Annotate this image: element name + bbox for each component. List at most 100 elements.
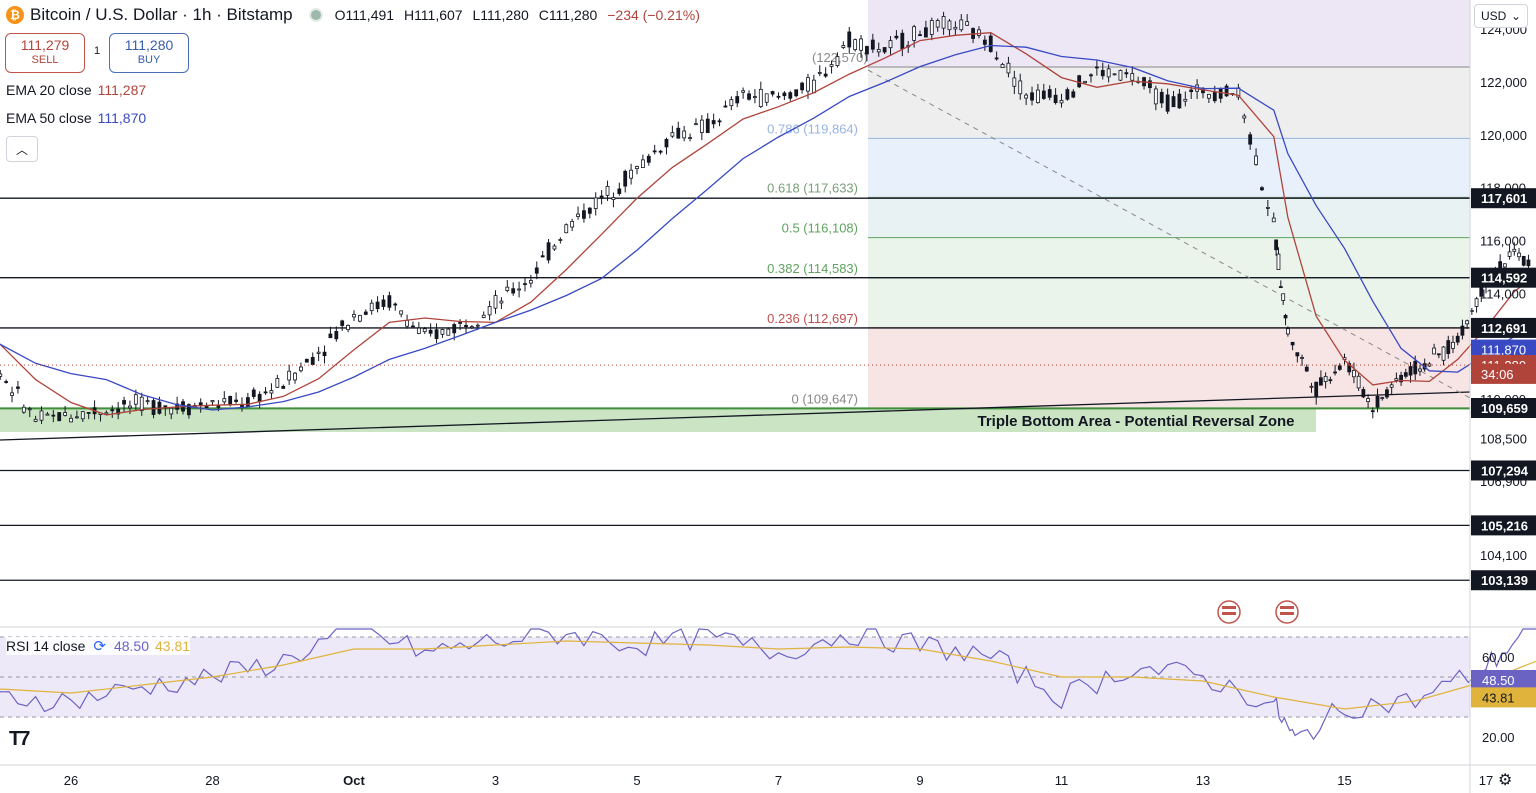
candle-body bbox=[1328, 379, 1333, 382]
time-axis-tick: 5 bbox=[633, 773, 640, 788]
candle-body bbox=[251, 389, 256, 397]
candle-body bbox=[1212, 91, 1217, 102]
candle-body bbox=[741, 90, 746, 93]
level-price-label: 107,294 bbox=[1481, 463, 1529, 478]
candle-body bbox=[1474, 298, 1479, 307]
symbol-title[interactable]: Bitcoin / U.S. Dollar · 1h · Bitstamp bbox=[30, 5, 293, 24]
ema20-line bbox=[0, 32, 1536, 416]
candle-body bbox=[605, 185, 610, 196]
candle-body bbox=[859, 38, 863, 51]
ema50-legend[interactable]: EMA 50 close 111,870 bbox=[6, 110, 146, 126]
candle-body bbox=[210, 400, 215, 403]
candle-body bbox=[310, 356, 315, 365]
candle-body bbox=[487, 306, 492, 316]
candle-body bbox=[151, 400, 156, 415]
ema20-label: EMA 20 close bbox=[6, 82, 92, 98]
rising-trendline bbox=[0, 391, 1471, 441]
sell-button[interactable]: 111,279 SELL bbox=[5, 33, 85, 73]
candle-body bbox=[699, 119, 704, 133]
open-value: O111,491 bbox=[334, 7, 395, 23]
candle-body bbox=[947, 20, 952, 31]
candle-body bbox=[1427, 363, 1432, 367]
candle-body bbox=[322, 351, 327, 357]
candle-body bbox=[458, 321, 463, 324]
rsi-value-tag bbox=[1471, 670, 1536, 690]
ema20-legend[interactable]: EMA 20 close 111,287 bbox=[6, 82, 146, 98]
chevron-down-icon: ⌄ bbox=[1510, 9, 1521, 23]
candle-body bbox=[546, 242, 551, 261]
collapse-legend-button[interactable]: ︿ bbox=[6, 136, 38, 162]
level-price-tag bbox=[1471, 398, 1536, 419]
candle-body bbox=[1403, 372, 1408, 377]
refresh-icon[interactable]: ⟳ bbox=[93, 638, 106, 655]
candle-body bbox=[1000, 64, 1005, 68]
buy-button[interactable]: 111,280 BUY bbox=[109, 33, 189, 73]
candle-body bbox=[965, 21, 970, 26]
price-axis-tick: 120,000 bbox=[1480, 128, 1527, 143]
candle-body bbox=[387, 295, 392, 308]
rsi-label: RSI 14 close bbox=[6, 638, 86, 654]
candle-body bbox=[1446, 340, 1451, 354]
candle-body bbox=[4, 381, 9, 383]
candle-body bbox=[994, 57, 999, 60]
candle-body bbox=[1389, 384, 1394, 388]
candle-body bbox=[918, 34, 922, 37]
candle-body bbox=[1361, 389, 1366, 398]
candle-body bbox=[923, 27, 928, 38]
candle-body bbox=[475, 324, 480, 327]
bitcoin-icon: ₿ bbox=[6, 6, 24, 24]
level-price-tag bbox=[1471, 515, 1536, 536]
candle-body bbox=[640, 159, 645, 169]
candle-body bbox=[1512, 248, 1517, 252]
fib-label: 0.5 (116,108) bbox=[782, 221, 858, 236]
candle-body bbox=[629, 169, 634, 179]
candle-body bbox=[941, 16, 946, 29]
rsi-legend[interactable]: RSI 14 close ⟳ 48.50 43.81 bbox=[6, 637, 191, 655]
candle-body bbox=[1189, 89, 1194, 93]
candle-body bbox=[1304, 366, 1309, 372]
level-price-label: 117,601 bbox=[1481, 191, 1527, 206]
candle-body bbox=[788, 92, 793, 99]
chevron-up-icon: ︿ bbox=[15, 142, 28, 157]
candle-body bbox=[982, 39, 987, 45]
candle-body bbox=[1323, 376, 1328, 382]
currency-select[interactable]: USD ⌄ bbox=[1474, 4, 1528, 28]
candle-body bbox=[1089, 74, 1093, 77]
candle-body bbox=[1418, 368, 1422, 372]
candle-body bbox=[1254, 155, 1258, 165]
rsi-ma-tag bbox=[1471, 687, 1536, 708]
us-flag-event-icon bbox=[1280, 612, 1294, 615]
candle-body bbox=[416, 327, 421, 334]
candle-body bbox=[658, 150, 663, 153]
candle-body bbox=[440, 329, 445, 335]
candle-body bbox=[1094, 66, 1099, 69]
candle-body bbox=[1290, 341, 1295, 346]
candle-body bbox=[711, 120, 716, 125]
ema50-label: EMA 50 close bbox=[6, 110, 92, 126]
time-axis-tick: 17 bbox=[1479, 773, 1493, 788]
candle-body bbox=[133, 394, 138, 405]
candle-body bbox=[977, 29, 981, 36]
candle-body bbox=[257, 393, 262, 403]
candle-body bbox=[1036, 89, 1040, 104]
candle-body bbox=[304, 358, 309, 363]
candle-body bbox=[139, 396, 144, 412]
level-price-label: 105,216 bbox=[1481, 518, 1528, 533]
candle-body bbox=[281, 386, 286, 389]
us-flag-event-icon bbox=[1222, 606, 1236, 609]
candle-body bbox=[576, 213, 580, 217]
candle-body bbox=[1521, 255, 1526, 266]
candle-body bbox=[1455, 335, 1460, 343]
candle-body bbox=[357, 315, 362, 322]
candle-body bbox=[122, 400, 126, 405]
gear-icon[interactable]: ⚙ bbox=[1498, 772, 1513, 789]
candle-body bbox=[540, 255, 545, 258]
candle-body bbox=[800, 82, 804, 91]
candle-body bbox=[847, 31, 852, 48]
candle-body bbox=[1333, 371, 1337, 374]
candle-body bbox=[10, 392, 14, 396]
candle-body bbox=[1370, 410, 1375, 413]
time-axis-tick: 26 bbox=[64, 773, 78, 788]
us-flag-event-icon bbox=[1222, 612, 1236, 615]
